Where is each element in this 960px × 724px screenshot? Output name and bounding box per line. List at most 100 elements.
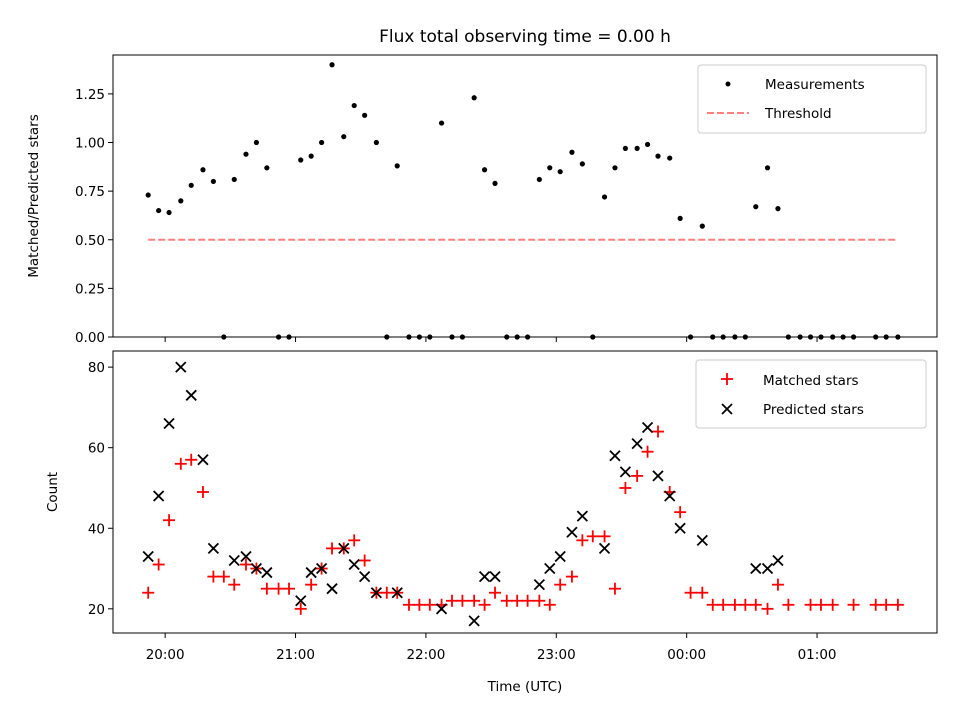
bottom-x-tick-label: 21:00 (276, 647, 315, 663)
measurement-point (200, 167, 206, 173)
matched-star-point (706, 598, 719, 611)
legend-measurements-label: Measurements (765, 77, 865, 93)
measurement-point (308, 153, 314, 159)
matched-star-point (543, 598, 556, 611)
predicted-star-point (619, 466, 632, 478)
legend-bottom-frame (695, 359, 927, 429)
measurement-point (243, 151, 249, 157)
predicted-star-point (652, 470, 664, 482)
matched-star-point (185, 453, 198, 466)
measurement-point (601, 194, 608, 200)
measurement-point (178, 198, 184, 204)
legend-matched-label: Matched stars (763, 373, 859, 389)
measurement-point (362, 112, 368, 118)
measurement-point (319, 139, 325, 146)
predicted-star-point (240, 550, 252, 563)
measurement-point (145, 192, 151, 198)
legend-top-frame (697, 64, 927, 134)
measurement-point (166, 209, 172, 216)
measurement-point (536, 176, 542, 183)
measurement-point (188, 182, 194, 188)
matched-star-point (326, 542, 339, 555)
predicted-star-point (674, 522, 686, 534)
predicted-star-point (142, 550, 154, 563)
measurement-point (699, 223, 705, 229)
matched-star-point (608, 582, 621, 595)
matched-star-point (163, 514, 176, 527)
matched-star-point (500, 594, 513, 607)
matched-star-point (891, 598, 904, 611)
predicted-star-point (489, 570, 501, 583)
bottom-y-tick-label: 40 (88, 521, 105, 537)
matched-star-point (468, 594, 481, 607)
top-y-tick-label: 0.75 (75, 184, 105, 200)
matched-star-point (739, 598, 752, 611)
predicted-star-point (478, 570, 491, 583)
predicted-star-point (152, 490, 165, 502)
matched-star-point (380, 586, 393, 599)
measurement-point (253, 139, 260, 146)
predicted-star-point (163, 417, 175, 430)
matched-star-point (869, 598, 882, 611)
predicted-star-point (295, 595, 307, 607)
predicted-star-point (207, 542, 220, 555)
measurement-point (677, 215, 683, 221)
matched-star-point (674, 506, 687, 519)
predicted-star-point (468, 615, 480, 627)
bottom-y-tick-label: 20 (88, 602, 105, 618)
matched-star-point (847, 598, 860, 611)
predicted-star-point (554, 550, 566, 563)
measurement-point (373, 139, 379, 146)
matched-star-point (728, 598, 741, 611)
matched-star-point (771, 578, 784, 591)
predicted-star-point (305, 566, 317, 579)
legend-predicted-label: Predicted stars (763, 402, 864, 418)
measurement-point (438, 120, 445, 126)
bottom-x-tick-label: 01:00 (798, 647, 837, 663)
predicted-star-point (338, 542, 350, 555)
measurement-point (764, 165, 771, 171)
matched-star-point (684, 586, 697, 599)
measurement-point (612, 165, 618, 171)
measurement-point (492, 180, 498, 186)
matched-star-point (814, 598, 827, 611)
top-y-tick-label: 1.00 (75, 136, 105, 152)
predicted-star-point (370, 587, 383, 599)
matched-star-point (641, 445, 654, 458)
measurement-point (298, 157, 304, 163)
predicted-star-point (750, 562, 762, 575)
measurement-point (264, 165, 270, 171)
predicted-star-point (533, 579, 545, 591)
matched-star-point (489, 586, 502, 599)
top-plot-area: 0.00 0.25 0.50 0.75 1.00 1.25 (75, 54, 938, 346)
matched-star-point (804, 598, 817, 611)
top-y-tick-label: 1.25 (75, 87, 105, 103)
matched-star-point (749, 598, 762, 611)
matched-star-point (196, 486, 209, 498)
matched-star-point (207, 570, 220, 583)
measurement-point (557, 169, 563, 175)
predicted-star-point (197, 454, 209, 466)
measurement-point (231, 176, 237, 183)
matched-star-point (826, 598, 839, 611)
legend-measurements-marker (725, 81, 731, 87)
top-axes-frame (112, 54, 938, 338)
legend-matched-marker (721, 373, 733, 385)
matched-star-point (717, 598, 730, 611)
predicted-star-point (261, 566, 273, 579)
matched-star-point (631, 469, 644, 482)
matched-star-point (619, 481, 632, 494)
matched-star-point (521, 594, 534, 607)
legend-bottom: Matched stars Predicted stars (695, 359, 927, 429)
predicted-star-point (609, 450, 621, 462)
measurement-point (579, 161, 585, 167)
matched-star-point (782, 598, 795, 611)
bottom-y-tick-label: 80 (88, 360, 105, 376)
predicted-star-point (391, 587, 403, 599)
predicted-star-point (761, 562, 774, 575)
predicted-star-point (315, 562, 328, 575)
matched-star-point (239, 558, 252, 571)
matched-star-point (511, 594, 524, 607)
top-y-tick-label: 0.50 (75, 233, 105, 249)
